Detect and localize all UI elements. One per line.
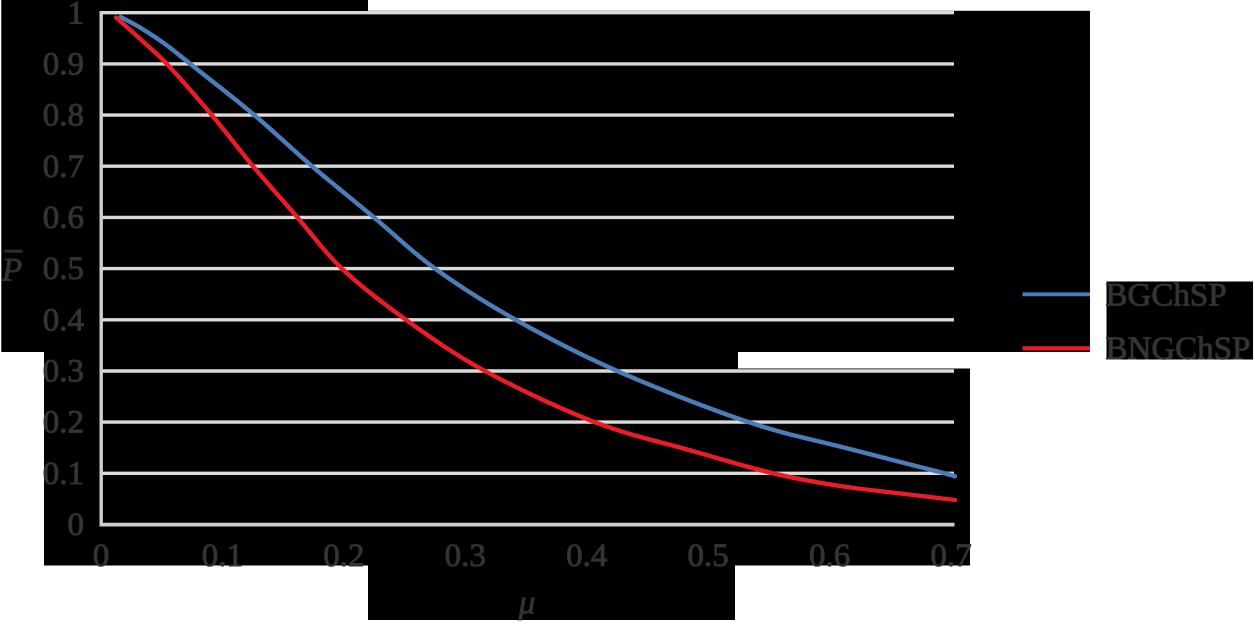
svg-text:0: 0 [68, 507, 85, 543]
svg-text:0.3: 0.3 [445, 538, 486, 574]
svg-text:0.5: 0.5 [43, 251, 84, 287]
svg-text:0.3: 0.3 [43, 354, 84, 390]
svg-text:0.8: 0.8 [43, 98, 84, 134]
svg-text:0.5: 0.5 [687, 538, 728, 574]
svg-text:0.1: 0.1 [202, 538, 243, 574]
svg-text:0.6: 0.6 [809, 538, 850, 574]
svg-text:0: 0 [93, 538, 110, 574]
svg-text:0.2: 0.2 [43, 405, 84, 441]
svg-text:0.4: 0.4 [43, 302, 84, 338]
svg-text:0.4: 0.4 [566, 538, 607, 574]
svg-text:0.1: 0.1 [43, 456, 84, 492]
svg-text:P: P [1, 253, 22, 289]
svg-text:BNGChSP: BNGChSP [1106, 331, 1251, 367]
svg-text:μ: μ [518, 585, 536, 621]
svg-text:0.6: 0.6 [43, 200, 84, 236]
svg-text:0.9: 0.9 [43, 47, 84, 83]
svg-text:BGChSP: BGChSP [1106, 277, 1227, 313]
svg-text:0.7: 0.7 [43, 149, 84, 185]
svg-text:1: 1 [68, 0, 85, 31]
svg-text:0.7: 0.7 [930, 538, 971, 574]
svg-text:0.2: 0.2 [323, 538, 364, 574]
